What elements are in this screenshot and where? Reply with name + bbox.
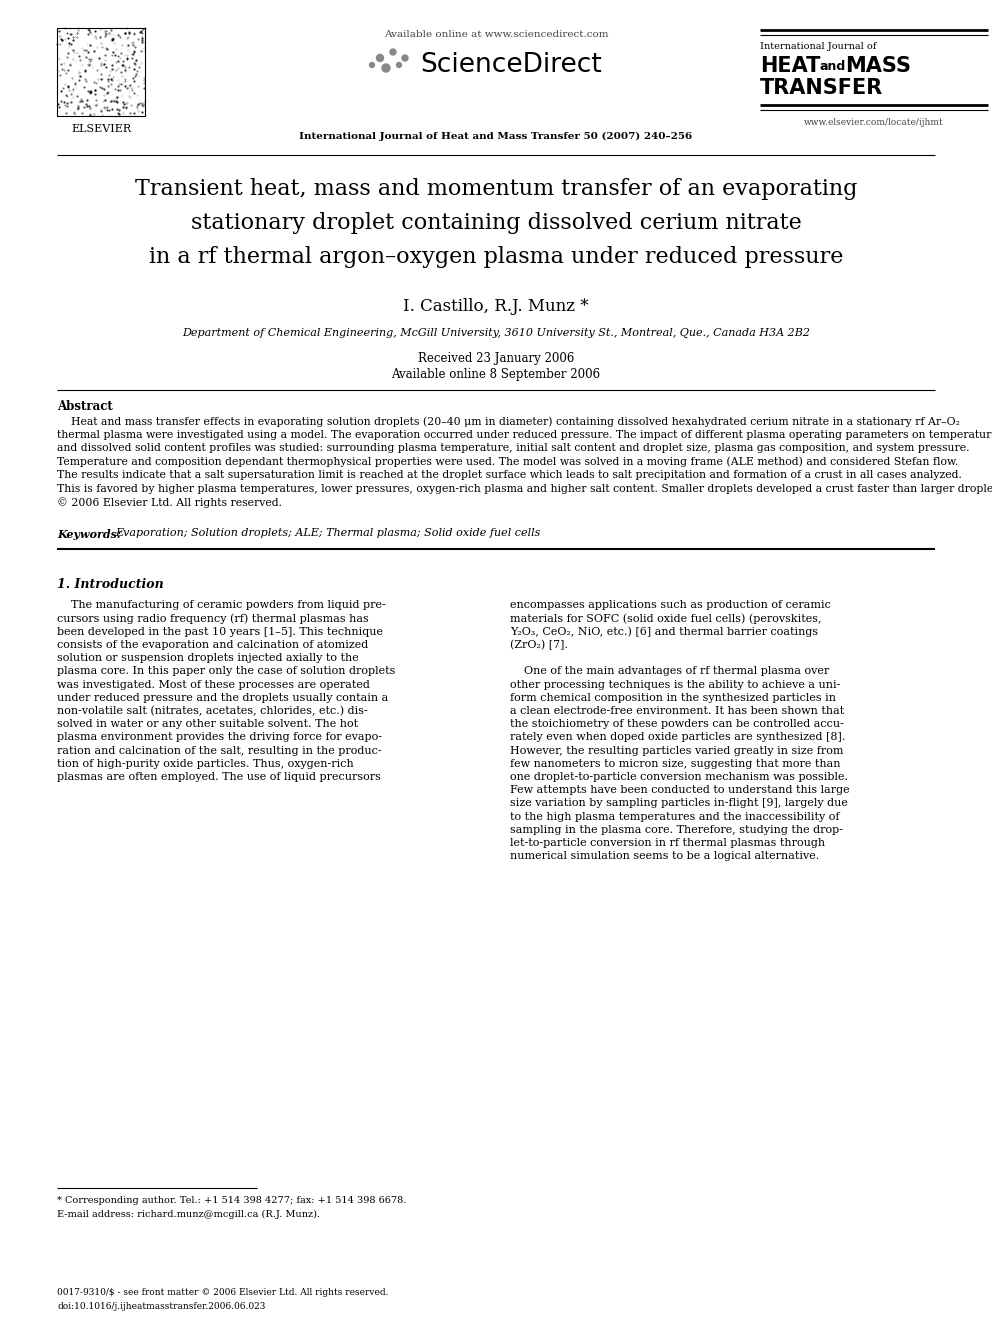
Text: ration and calcination of the salt, resulting in the produc-: ration and calcination of the salt, resu… <box>57 746 382 755</box>
Text: (ZrO₂) [7].: (ZrO₂) [7]. <box>510 640 568 651</box>
Text: consists of the evaporation and calcination of atomized: consists of the evaporation and calcinat… <box>57 640 368 650</box>
Text: and dissolved solid content profiles was studied: surrounding plasma temperature: and dissolved solid content profiles was… <box>57 443 969 452</box>
Circle shape <box>377 54 384 61</box>
Text: 0017-9310/$ - see front matter © 2006 Elsevier Ltd. All rights reserved.: 0017-9310/$ - see front matter © 2006 El… <box>57 1289 389 1297</box>
Text: encompasses applications such as production of ceramic: encompasses applications such as product… <box>510 601 831 610</box>
Text: tion of high-purity oxide particles. Thus, oxygen-rich: tion of high-purity oxide particles. Thu… <box>57 759 354 769</box>
Text: One of the main advantages of rf thermal plasma over: One of the main advantages of rf thermal… <box>510 667 829 676</box>
Text: one droplet-to-particle conversion mechanism was possible.: one droplet-to-particle conversion mecha… <box>510 773 848 782</box>
Text: International Journal of: International Journal of <box>760 42 876 52</box>
Circle shape <box>382 64 390 71</box>
Text: Evaporation; Solution droplets; ALE; Thermal plasma; Solid oxide fuel cells: Evaporation; Solution droplets; ALE; The… <box>115 528 541 538</box>
Text: TRANSFER: TRANSFER <box>760 78 883 98</box>
Text: size variation by sampling particles in-flight [9], largely due: size variation by sampling particles in-… <box>510 799 848 808</box>
Text: solved in water or any other suitable solvent. The hot: solved in water or any other suitable so… <box>57 720 358 729</box>
Text: MASS: MASS <box>845 56 911 75</box>
Text: * Corresponding author. Tel.: +1 514 398 4277; fax: +1 514 398 6678.: * Corresponding author. Tel.: +1 514 398… <box>57 1196 407 1205</box>
Text: under reduced pressure and the droplets usually contain a: under reduced pressure and the droplets … <box>57 693 388 703</box>
Text: thermal plasma were investigated using a model. The evaporation occurred under r: thermal plasma were investigated using a… <box>57 430 992 439</box>
Text: Transient heat, mass and momentum transfer of an evaporating: Transient heat, mass and momentum transf… <box>135 179 857 200</box>
Text: in a rf thermal argon–oxygen plasma under reduced pressure: in a rf thermal argon–oxygen plasma unde… <box>149 246 843 269</box>
Text: HEAT: HEAT <box>760 56 820 75</box>
Text: sampling in the plasma core. Therefore, studying the drop-: sampling in the plasma core. Therefore, … <box>510 826 843 835</box>
Text: ELSEVIER: ELSEVIER <box>71 124 131 134</box>
Text: rately even when doped oxide particles are synthesized [8].: rately even when doped oxide particles a… <box>510 733 845 742</box>
Text: been developed in the past 10 years [1–5]. This technique: been developed in the past 10 years [1–5… <box>57 627 383 636</box>
Text: cursors using radio frequency (rf) thermal plasmas has: cursors using radio frequency (rf) therm… <box>57 614 369 624</box>
Text: was investigated. Most of these processes are operated: was investigated. Most of these processe… <box>57 680 370 689</box>
Text: materials for SOFC (solid oxide fuel cells) (perovskites,: materials for SOFC (solid oxide fuel cel… <box>510 614 821 624</box>
Text: numerical simulation seems to be a logical alternative.: numerical simulation seems to be a logic… <box>510 851 819 861</box>
Text: form chemical composition in the synthesized particles in: form chemical composition in the synthes… <box>510 693 836 703</box>
Text: This is favored by higher plasma temperatures, lower pressures, oxygen-rich plas: This is favored by higher plasma tempera… <box>57 483 992 493</box>
Text: stationary droplet containing dissolved cerium nitrate: stationary droplet containing dissolved … <box>190 212 802 234</box>
Circle shape <box>397 62 402 67</box>
Text: a clean electrode-free environment. It has been shown that: a clean electrode-free environment. It h… <box>510 706 844 716</box>
Text: Received 23 January 2006: Received 23 January 2006 <box>418 352 574 365</box>
Text: and: and <box>820 60 846 73</box>
Text: plasma environment provides the driving force for evapo-: plasma environment provides the driving … <box>57 733 382 742</box>
Bar <box>57 28 145 116</box>
Circle shape <box>369 62 375 67</box>
Text: Department of Chemical Engineering, McGill University, 3610 University St., Mont: Department of Chemical Engineering, McGi… <box>182 328 810 339</box>
Text: www.elsevier.com/locate/ijhmt: www.elsevier.com/locate/ijhmt <box>805 118 943 127</box>
Text: Abstract: Abstract <box>57 400 113 413</box>
Circle shape <box>402 56 408 61</box>
Text: Available online at www.sciencedirect.com: Available online at www.sciencedirect.co… <box>384 30 608 38</box>
Text: Y₂O₃, CeO₂, NiO, etc.) [6] and thermal barrier coatings: Y₂O₃, CeO₂, NiO, etc.) [6] and thermal b… <box>510 627 818 638</box>
Text: doi:10.1016/j.ijheatmasstransfer.2006.06.023: doi:10.1016/j.ijheatmasstransfer.2006.06… <box>57 1302 266 1311</box>
Text: plasma core. In this paper only the case of solution droplets: plasma core. In this paper only the case… <box>57 667 396 676</box>
Text: The results indicate that a salt supersaturation limit is reached at the droplet: The results indicate that a salt supersa… <box>57 470 962 480</box>
Text: Few attempts have been conducted to understand this large: Few attempts have been conducted to unde… <box>510 786 849 795</box>
Text: Heat and mass transfer effects in evaporating solution droplets (20–40 μm in dia: Heat and mass transfer effects in evapor… <box>57 415 960 426</box>
Text: 1. Introduction: 1. Introduction <box>57 578 164 591</box>
Text: non-volatile salt (nitrates, acetates, chlorides, etc.) dis-: non-volatile salt (nitrates, acetates, c… <box>57 706 368 717</box>
Text: other processing techniques is the ability to achieve a uni-: other processing techniques is the abili… <box>510 680 840 689</box>
Text: the stoichiometry of these powders can be controlled accu-: the stoichiometry of these powders can b… <box>510 720 844 729</box>
Text: few nanometers to micron size, suggesting that more than: few nanometers to micron size, suggestin… <box>510 759 840 769</box>
Text: Available online 8 September 2006: Available online 8 September 2006 <box>392 368 600 381</box>
Text: let-to-particle conversion in rf thermal plasmas through: let-to-particle conversion in rf thermal… <box>510 837 825 848</box>
Text: solution or suspension droplets injected axially to the: solution or suspension droplets injected… <box>57 654 359 663</box>
Text: I. Castillo, R.J. Munz *: I. Castillo, R.J. Munz * <box>404 298 588 315</box>
Text: ScienceDirect: ScienceDirect <box>421 52 602 78</box>
Text: Keywords:: Keywords: <box>57 528 121 540</box>
Text: The manufacturing of ceramic powders from liquid pre-: The manufacturing of ceramic powders fro… <box>57 601 386 610</box>
Text: Temperature and composition dependant thermophysical properties were used. The m: Temperature and composition dependant th… <box>57 456 958 467</box>
Text: However, the resulting particles varied greatly in size from: However, the resulting particles varied … <box>510 746 843 755</box>
Text: plasmas are often employed. The use of liquid precursors: plasmas are often employed. The use of l… <box>57 773 381 782</box>
Text: to the high plasma temperatures and the inaccessibility of: to the high plasma temperatures and the … <box>510 812 839 822</box>
Text: International Journal of Heat and Mass Transfer 50 (2007) 240–256: International Journal of Heat and Mass T… <box>300 132 692 142</box>
Circle shape <box>390 49 396 56</box>
Text: © 2006 Elsevier Ltd. All rights reserved.: © 2006 Elsevier Ltd. All rights reserved… <box>57 497 282 508</box>
Text: E-mail address: richard.munz@mcgill.ca (R.J. Munz).: E-mail address: richard.munz@mcgill.ca (… <box>57 1211 320 1218</box>
